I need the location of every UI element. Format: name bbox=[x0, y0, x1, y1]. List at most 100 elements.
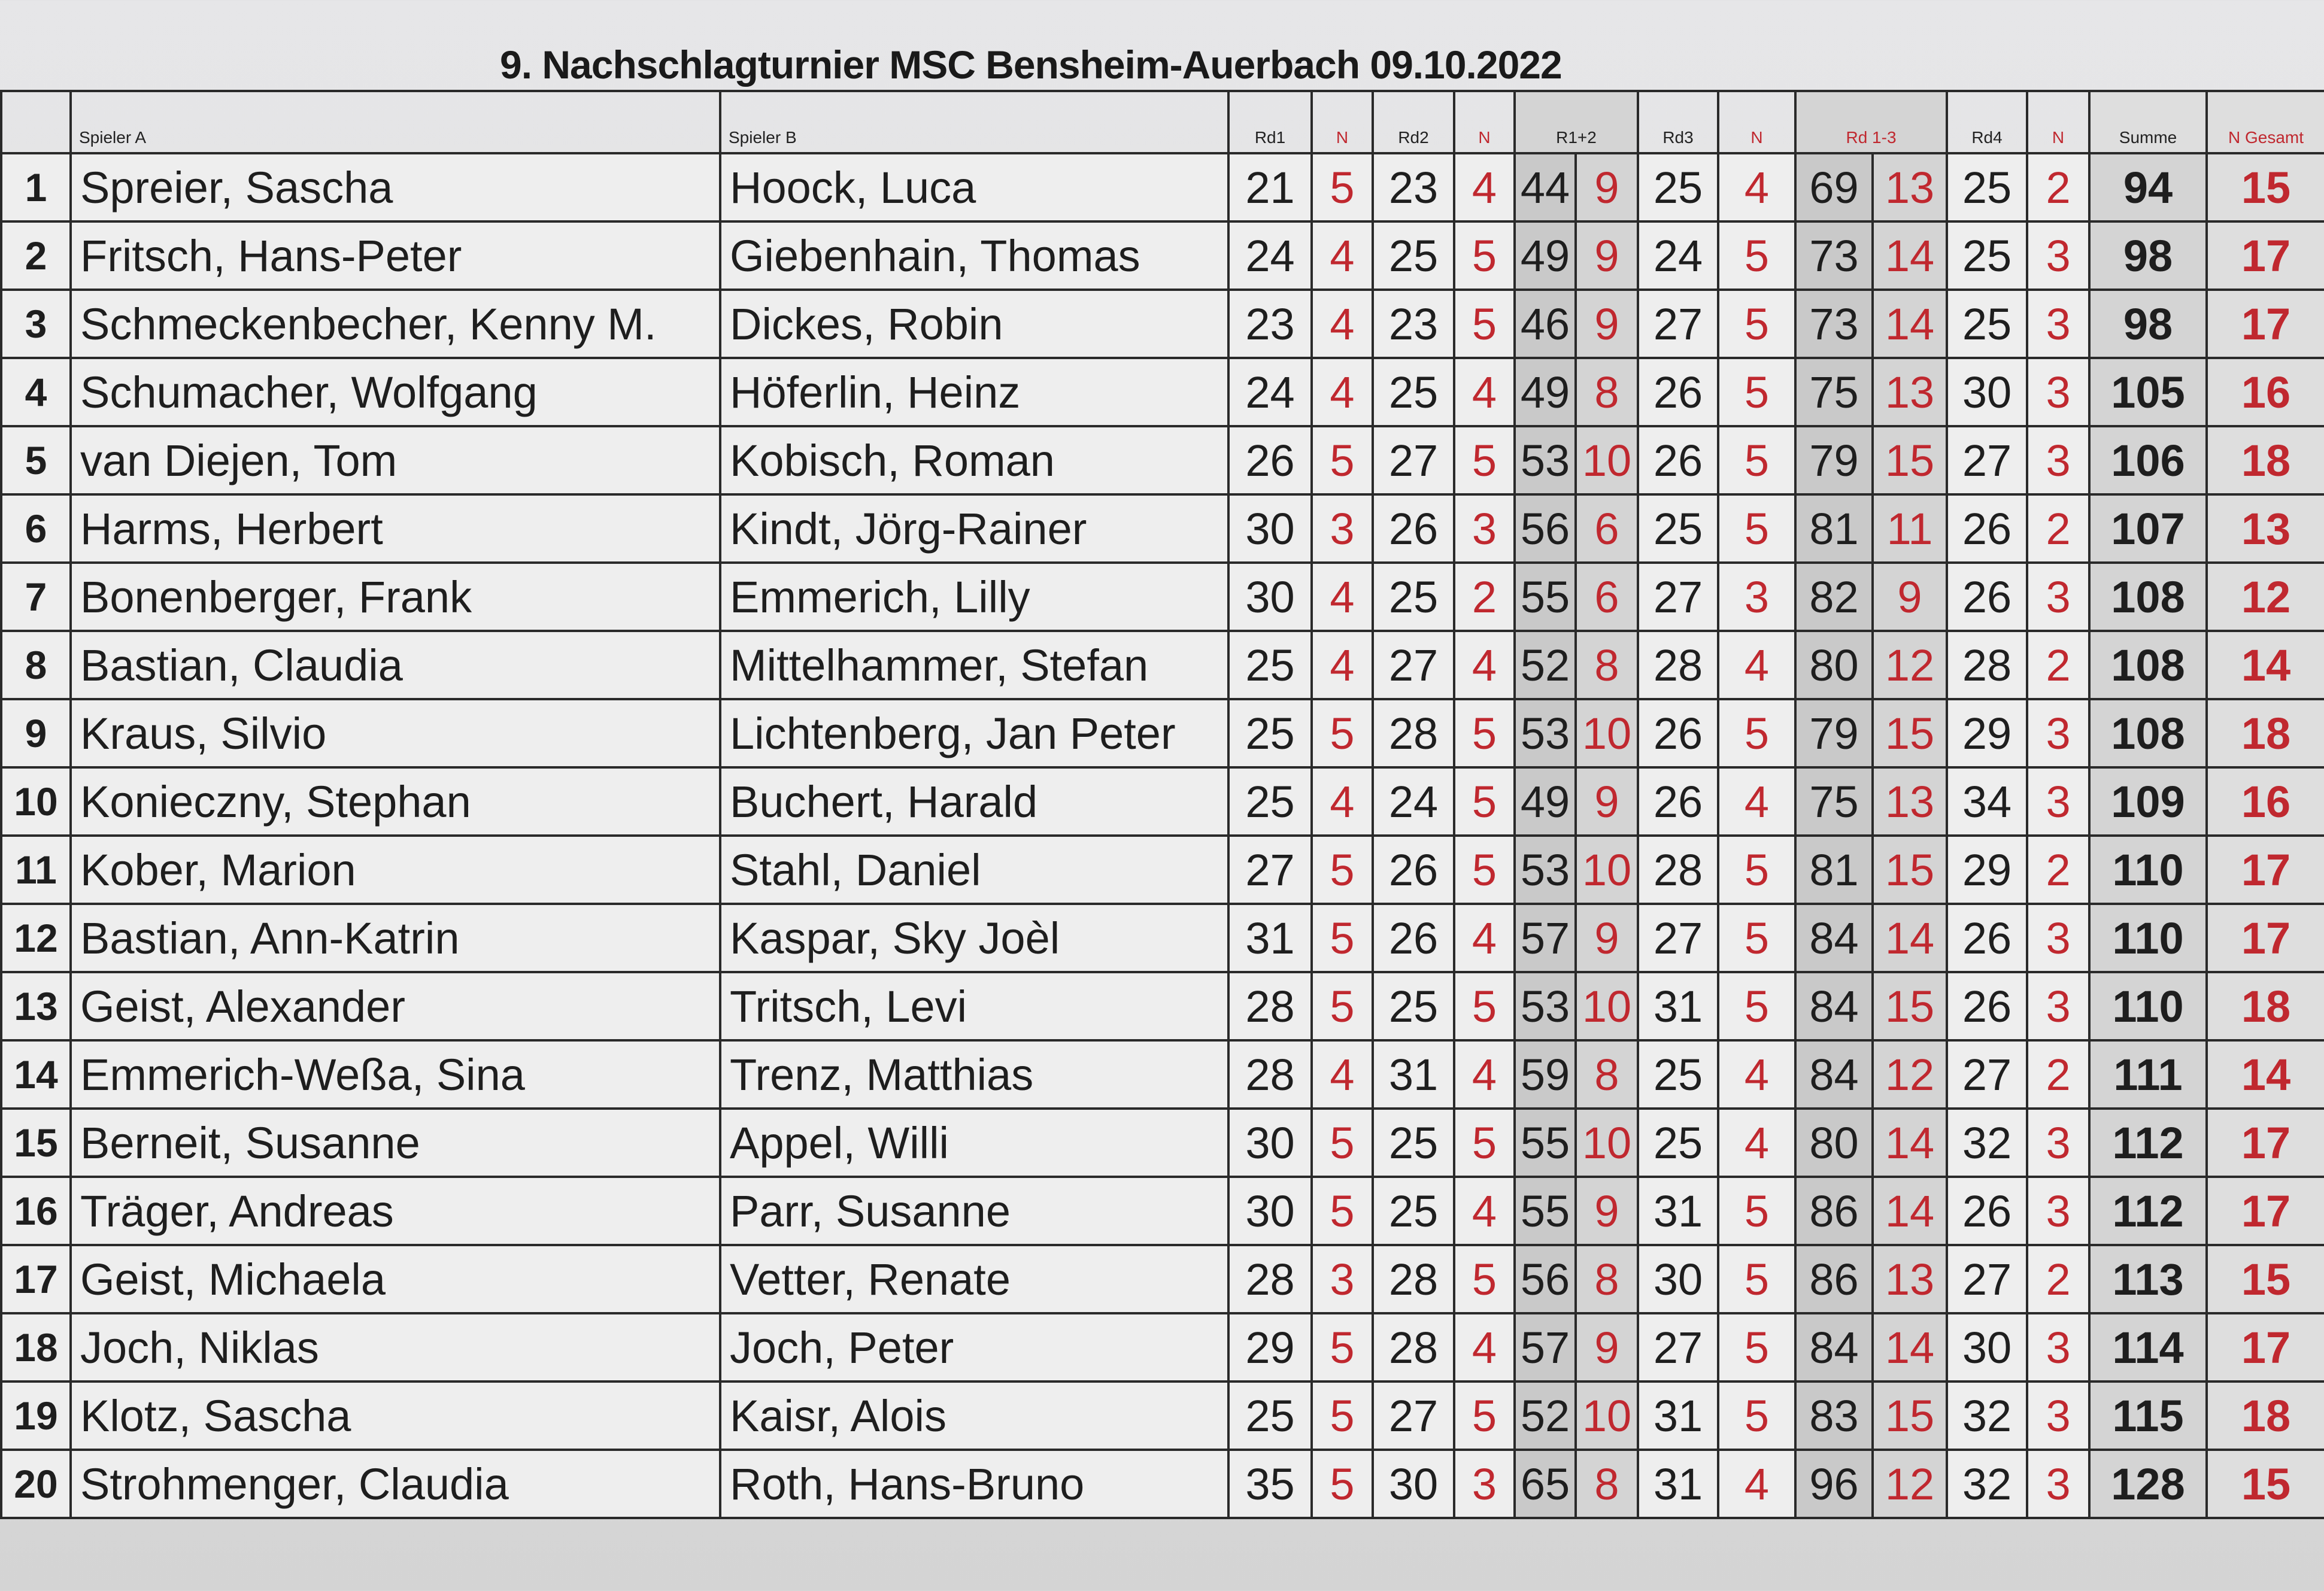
cell-n2: 5 bbox=[1453, 1244, 1516, 1314]
cell-n3: 4 bbox=[1717, 1449, 1797, 1519]
cell-rd3: 25 bbox=[1637, 1107, 1719, 1178]
header-n1: N bbox=[1310, 90, 1374, 154]
cell-n2: 3 bbox=[1453, 493, 1516, 564]
cell-n12: 10 bbox=[1574, 834, 1639, 905]
cell-rd1: 30 bbox=[1227, 561, 1313, 632]
cell-a: Spreier, Sascha bbox=[69, 152, 721, 223]
cell-rd4: 34 bbox=[1946, 766, 2029, 837]
cell-rd1: 30 bbox=[1227, 1107, 1313, 1178]
header-rd4: Rd4 bbox=[1946, 90, 2029, 154]
cell-r12: 52 bbox=[1513, 1380, 1577, 1451]
cell-nr: 15 bbox=[0, 1107, 72, 1178]
cell-n3: 4 bbox=[1717, 1107, 1797, 1178]
cell-a: Konieczny, Stephan bbox=[69, 766, 721, 837]
cell-nr: 14 bbox=[0, 1039, 72, 1110]
cell-r12: 49 bbox=[1513, 766, 1577, 837]
cell-rd3: 28 bbox=[1637, 630, 1719, 700]
cell-n12: 9 bbox=[1574, 1312, 1639, 1383]
cell-n2: 5 bbox=[1453, 1380, 1516, 1451]
cell-b: Stahl, Daniel bbox=[719, 834, 1230, 905]
cell-rd13: 73 bbox=[1794, 220, 1874, 291]
cell-nr: 1 bbox=[0, 152, 72, 223]
cell-rd2: 25 bbox=[1372, 1176, 1455, 1246]
cell-nr: 19 bbox=[0, 1380, 72, 1451]
cell-n4: 3 bbox=[2026, 903, 2091, 973]
cell-n4: 3 bbox=[2026, 1449, 2091, 1519]
cell-r12: 55 bbox=[1513, 561, 1577, 632]
cell-n4: 3 bbox=[2026, 1380, 2091, 1451]
cell-n1: 5 bbox=[1310, 1107, 1374, 1178]
cell-n1: 5 bbox=[1310, 698, 1374, 769]
cell-summe: 114 bbox=[2088, 1312, 2208, 1383]
cell-a: Bastian, Claudia bbox=[69, 630, 721, 700]
cell-n4: 3 bbox=[2026, 1176, 2091, 1246]
cell-r12: 53 bbox=[1513, 425, 1577, 496]
cell-rd3: 26 bbox=[1637, 425, 1719, 496]
cell-n2: 4 bbox=[1453, 357, 1516, 427]
cell-nr: 18 bbox=[0, 1312, 72, 1383]
cell-ng: 15 bbox=[2205, 152, 2324, 223]
cell-r12: 49 bbox=[1513, 357, 1577, 427]
cell-rd13: 75 bbox=[1794, 357, 1874, 427]
cell-r12: 57 bbox=[1513, 1312, 1577, 1383]
cell-rd2: 25 bbox=[1372, 220, 1455, 291]
cell-n12: 9 bbox=[1574, 289, 1639, 359]
cell-n1: 5 bbox=[1310, 971, 1374, 1042]
cell-n1: 4 bbox=[1310, 357, 1374, 427]
cell-nr: 16 bbox=[0, 1176, 72, 1246]
cell-n3: 5 bbox=[1717, 1380, 1797, 1451]
cell-rd3: 27 bbox=[1637, 289, 1719, 359]
header-nr bbox=[0, 90, 72, 154]
cell-n3: 4 bbox=[1717, 630, 1797, 700]
cell-n13: 14 bbox=[1871, 1107, 1949, 1178]
cell-b: Buchert, Harald bbox=[719, 766, 1230, 837]
cell-n12: 10 bbox=[1574, 971, 1639, 1042]
cell-b: Vetter, Renate bbox=[719, 1244, 1230, 1314]
table-row: 16 Träger, Andreas Parr, Susanne 30 5 25 4 55 9 3… bbox=[0, 1176, 2324, 1246]
cell-n2: 4 bbox=[1453, 1039, 1516, 1110]
cell-ng: 17 bbox=[2205, 903, 2324, 973]
cell-n3: 4 bbox=[1717, 766, 1797, 837]
cell-r12: 56 bbox=[1513, 493, 1577, 564]
cell-ng: 12 bbox=[2205, 561, 2324, 632]
header-n-gesamt: N Gesamt bbox=[2205, 90, 2324, 154]
cell-nr: 11 bbox=[0, 834, 72, 905]
cell-rd3: 25 bbox=[1637, 493, 1719, 564]
cell-b: Parr, Susanne bbox=[719, 1176, 1230, 1246]
cell-r12: 65 bbox=[1513, 1449, 1577, 1519]
cell-n1: 4 bbox=[1310, 630, 1374, 700]
cell-n1: 3 bbox=[1310, 493, 1374, 564]
cell-summe: 111 bbox=[2088, 1039, 2208, 1110]
cell-n13: 14 bbox=[1871, 903, 1949, 973]
cell-rd1: 24 bbox=[1227, 220, 1313, 291]
cell-n12: 8 bbox=[1574, 1244, 1639, 1314]
cell-summe: 98 bbox=[2088, 289, 2208, 359]
cell-n13: 12 bbox=[1871, 1039, 1949, 1110]
cell-summe: 112 bbox=[2088, 1176, 2208, 1246]
cell-r12: 53 bbox=[1513, 834, 1577, 905]
cell-n13: 15 bbox=[1871, 834, 1949, 905]
cell-rd1: 23 bbox=[1227, 289, 1313, 359]
cell-n3: 3 bbox=[1717, 561, 1797, 632]
header-n3: N bbox=[1717, 90, 1797, 154]
cell-n1: 4 bbox=[1310, 1039, 1374, 1110]
cell-b: Roth, Hans-Bruno bbox=[719, 1449, 1230, 1519]
cell-ng: 18 bbox=[2205, 1380, 2324, 1451]
cell-n12: 8 bbox=[1574, 1449, 1639, 1519]
cell-rd3: 26 bbox=[1637, 357, 1719, 427]
cell-ng: 15 bbox=[2205, 1244, 2324, 1314]
cell-rd4: 27 bbox=[1946, 1039, 2029, 1110]
cell-rd2: 25 bbox=[1372, 1107, 1455, 1178]
cell-b: Dickes, Robin bbox=[719, 289, 1230, 359]
cell-b: Kaisr, Alois bbox=[719, 1380, 1230, 1451]
cell-n12: 9 bbox=[1574, 1176, 1639, 1246]
cell-nr: 6 bbox=[0, 493, 72, 564]
cell-n1: 3 bbox=[1310, 1244, 1374, 1314]
cell-a: Geist, Alexander bbox=[69, 971, 721, 1042]
cell-n2: 3 bbox=[1453, 1449, 1516, 1519]
table-row: 10 Konieczny, Stephan Buchert, Harald 25 4 24… bbox=[0, 766, 2324, 837]
cell-rd1: 27 bbox=[1227, 834, 1313, 905]
cell-n1: 5 bbox=[1310, 1312, 1374, 1383]
table-row: 2 Fritsch, Hans-Peter Giebenhain, Thomas 24… bbox=[0, 220, 2324, 291]
cell-n12: 10 bbox=[1574, 1380, 1639, 1451]
